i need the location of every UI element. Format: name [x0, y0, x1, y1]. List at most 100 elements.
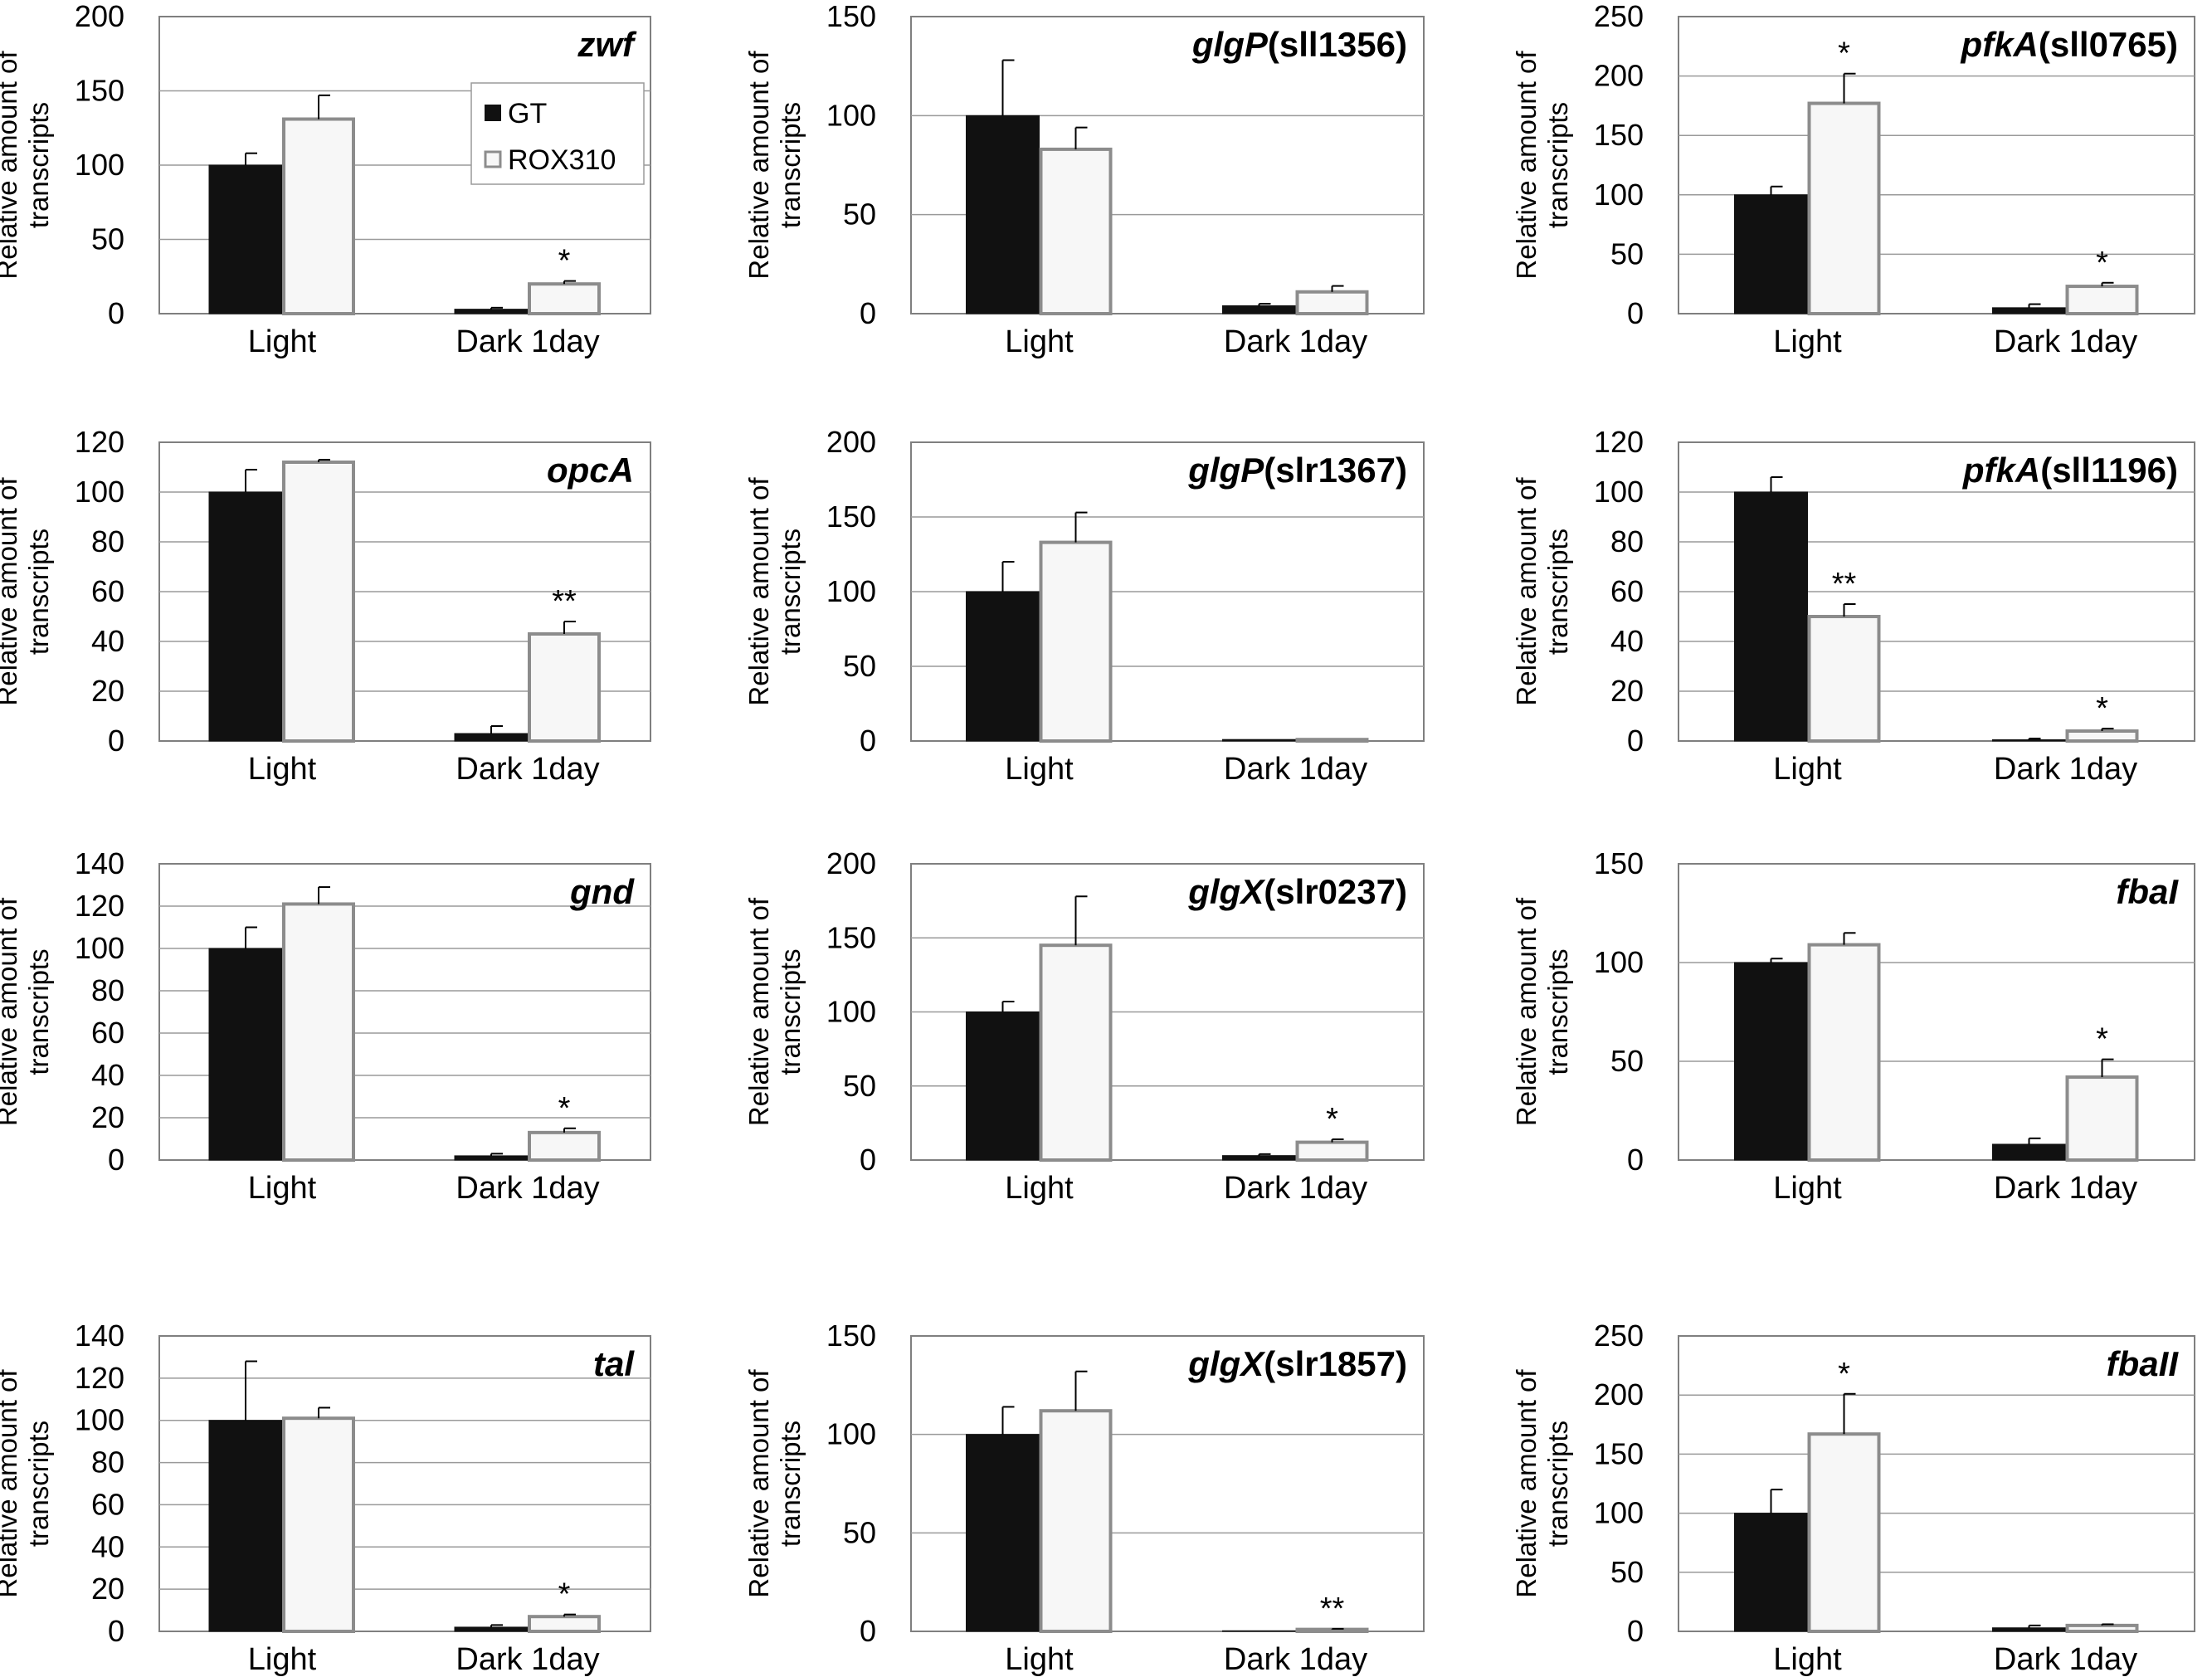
y-tick-label: 150 [75, 74, 124, 108]
plot-frame [1678, 1335, 2195, 1632]
bar-rox310 [528, 1130, 601, 1162]
bar-rox310 [1295, 738, 1369, 743]
y-tick-label: 0 [860, 1143, 876, 1177]
significance-marker: * [558, 1091, 571, 1126]
bar-gt [1734, 962, 1808, 1161]
y-tick-label: 40 [1610, 624, 1644, 658]
y-tick-label: 150 [1594, 1436, 1644, 1470]
bar-rox310 [1295, 290, 1369, 316]
x-category-label: Light [1773, 752, 1842, 787]
y-axis-label-line: transcripts [23, 102, 54, 228]
y-tick-label: 200 [1594, 59, 1644, 93]
y-tick-label: 250 [1594, 0, 1644, 33]
panel-title: tal [593, 1344, 635, 1383]
y-tick-label: 100 [75, 1403, 124, 1437]
y-axis-label-line: transcripts [23, 948, 54, 1075]
bar-gt [454, 1626, 529, 1632]
panel-title-gene: fbaII [2107, 1344, 2180, 1383]
y-tick-label: 0 [108, 1143, 124, 1177]
bar-gt [454, 733, 529, 742]
panel-title: opcA [547, 451, 634, 490]
y-tick-label: 100 [826, 574, 876, 608]
x-category-label: Light [1005, 1642, 1074, 1677]
panel-title-gene: glgX [1187, 872, 1266, 911]
bar-rox310 [1807, 101, 1881, 316]
y-axis-label-line: Relative amount of [743, 477, 774, 706]
significance-marker: ** [1320, 1592, 1345, 1626]
bar-gt [1734, 194, 1808, 314]
x-category-label: Dark 1day [1994, 752, 2137, 787]
panel-title-gene: fbaI [2116, 872, 2179, 911]
y-axis-label: Relative amount oftranscripts [0, 1369, 54, 1598]
y-axis-label: Relative amount oftranscripts [743, 1369, 806, 1598]
y-axis-label-line: Relative amount of [743, 1369, 774, 1598]
bar-gt [208, 948, 283, 1161]
y-tick-label: 100 [1594, 475, 1644, 509]
y-axis-label-line: Relative amount of [0, 897, 22, 1126]
y-tick-label: 0 [108, 1614, 124, 1648]
bar-gt [1734, 1513, 1808, 1632]
y-tick-label: 0 [1627, 1614, 1644, 1648]
panel-title-gene: tal [593, 1344, 635, 1383]
panel-title: glgX(slr1857) [1187, 1344, 1407, 1383]
bar-rox310 [528, 1615, 601, 1633]
bar-gt [208, 491, 283, 742]
panel-title-gene: opcA [547, 451, 634, 490]
y-tick-label: 100 [826, 995, 876, 1029]
y-axis-label: Relative amount oftranscripts [1511, 51, 1573, 280]
x-category-label: Dark 1day [456, 1171, 599, 1206]
panel-title-gene: glgX [1187, 1344, 1266, 1383]
x-category-label: Dark 1day [1224, 324, 1367, 359]
chart-panel-1: 0 50 100 150 200 Relative amount oftranscript… [0, 0, 651, 359]
y-tick-label: 0 [1627, 1143, 1644, 1177]
y-tick-label: 0 [860, 296, 876, 330]
panel-title-locus: (slr1367) [1264, 451, 1407, 490]
y-axis-label-line: transcripts [775, 102, 806, 228]
x-category-label: Light [1773, 324, 1842, 359]
y-tick-label: 100 [826, 1417, 876, 1451]
bar-rox310 [1039, 540, 1113, 743]
plot-frame [910, 1335, 1425, 1632]
y-axis-label: Relative amount oftranscripts [0, 51, 54, 280]
y-tick-label: 100 [75, 148, 124, 182]
legend-label: ROX310 [508, 144, 616, 176]
chart-panel-4: 0 20 40 60 80 100 120 Relative amount oftranscr… [0, 425, 651, 787]
significance-marker: * [1838, 1357, 1850, 1392]
panel-title-gene: pfkA [1962, 451, 2040, 490]
y-tick-label: 60 [1610, 574, 1644, 608]
y-tick-label: 150 [826, 500, 876, 534]
y-axis-label: Relative amount oftranscripts [743, 51, 806, 280]
panel-title-gene: glgP [1187, 451, 1264, 490]
y-axis-label-line: transcripts [775, 948, 806, 1075]
y-axis-label-line: Relative amount of [0, 477, 22, 706]
bar-rox310 [282, 461, 355, 743]
x-category-label: Dark 1day [456, 324, 599, 359]
chart-panel-12: 0 50 100 150 200 250 Relative amount oftranscr… [1511, 1319, 2195, 1677]
y-tick-label: 50 [1610, 1555, 1644, 1589]
bar-gt [454, 1155, 529, 1161]
bar-rox310 [2065, 729, 2139, 743]
y-tick-label: 20 [91, 674, 124, 708]
y-tick-label: 20 [1610, 674, 1644, 708]
y-tick-label: 200 [826, 846, 876, 880]
y-axis-label: Relative amount oftranscripts [0, 897, 54, 1126]
y-axis-label-line: Relative amount of [1511, 477, 1542, 706]
y-axis-label-line: transcripts [23, 1421, 54, 1547]
bar-rox310 [528, 282, 601, 316]
bar-rox310 [1295, 1140, 1369, 1162]
y-tick-label: 20 [91, 1572, 124, 1606]
plot-frame [910, 16, 1425, 314]
y-tick-label: 50 [843, 197, 876, 232]
significance-marker: * [2096, 1022, 2108, 1057]
bar-rox310 [1039, 943, 1113, 1163]
chart-panel-8: 0 50 100 150 200 Relative amount oftranscript… [743, 846, 1425, 1206]
chart-panel-7: 0 20 40 60 80 100 120 140 Relative amount oftran… [0, 846, 651, 1206]
bar-rox310 [1807, 1432, 1881, 1634]
y-tick-label: 200 [826, 425, 876, 459]
bar-gt [1222, 739, 1296, 742]
y-tick-label: 60 [91, 574, 124, 608]
y-axis-label-line: transcripts [1542, 948, 1573, 1075]
y-axis-label-line: transcripts [775, 529, 806, 655]
bar-rox310 [1039, 147, 1113, 315]
y-tick-label: 60 [91, 1487, 124, 1521]
